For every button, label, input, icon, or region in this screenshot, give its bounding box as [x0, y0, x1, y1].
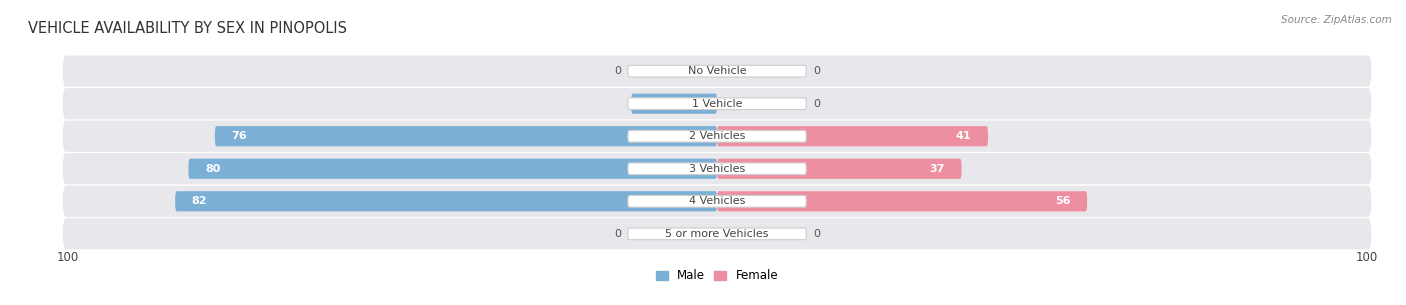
Text: 0: 0	[614, 66, 621, 76]
Text: 56: 56	[1054, 196, 1070, 206]
FancyBboxPatch shape	[63, 88, 1371, 119]
Text: 0: 0	[614, 229, 621, 239]
FancyBboxPatch shape	[717, 159, 962, 179]
FancyBboxPatch shape	[215, 126, 717, 146]
Text: No Vehicle: No Vehicle	[688, 66, 747, 76]
FancyBboxPatch shape	[628, 130, 806, 142]
Text: 3 Vehicles: 3 Vehicles	[689, 164, 745, 174]
FancyBboxPatch shape	[628, 65, 806, 77]
Text: 2 Vehicles: 2 Vehicles	[689, 131, 745, 141]
Text: 0: 0	[813, 99, 820, 109]
FancyBboxPatch shape	[63, 120, 1371, 152]
FancyBboxPatch shape	[628, 98, 806, 109]
FancyBboxPatch shape	[63, 186, 1371, 217]
FancyBboxPatch shape	[628, 163, 806, 175]
Text: 80: 80	[205, 164, 221, 174]
Text: 82: 82	[191, 196, 207, 206]
FancyBboxPatch shape	[631, 94, 717, 114]
Text: VEHICLE AVAILABILITY BY SEX IN PINOPOLIS: VEHICLE AVAILABILITY BY SEX IN PINOPOLIS	[28, 21, 347, 36]
FancyBboxPatch shape	[628, 196, 806, 207]
FancyBboxPatch shape	[63, 153, 1371, 185]
FancyBboxPatch shape	[628, 228, 806, 240]
Text: 5 or more Vehicles: 5 or more Vehicles	[665, 229, 769, 239]
FancyBboxPatch shape	[176, 191, 717, 211]
FancyBboxPatch shape	[63, 218, 1371, 249]
Legend: Male, Female: Male, Female	[651, 265, 783, 287]
FancyBboxPatch shape	[188, 159, 717, 179]
Text: Source: ZipAtlas.com: Source: ZipAtlas.com	[1281, 15, 1392, 25]
Text: 1 Vehicle: 1 Vehicle	[692, 99, 742, 109]
Text: 4 Vehicles: 4 Vehicles	[689, 196, 745, 206]
Text: 0: 0	[813, 229, 820, 239]
Text: 100: 100	[1355, 251, 1378, 264]
Text: 0: 0	[813, 66, 820, 76]
Text: 41: 41	[956, 131, 972, 141]
Text: 100: 100	[56, 251, 79, 264]
FancyBboxPatch shape	[717, 191, 1087, 211]
Text: 37: 37	[929, 164, 945, 174]
Text: 76: 76	[232, 131, 247, 141]
FancyBboxPatch shape	[63, 56, 1371, 87]
FancyBboxPatch shape	[717, 126, 988, 146]
Text: 13: 13	[648, 99, 664, 109]
